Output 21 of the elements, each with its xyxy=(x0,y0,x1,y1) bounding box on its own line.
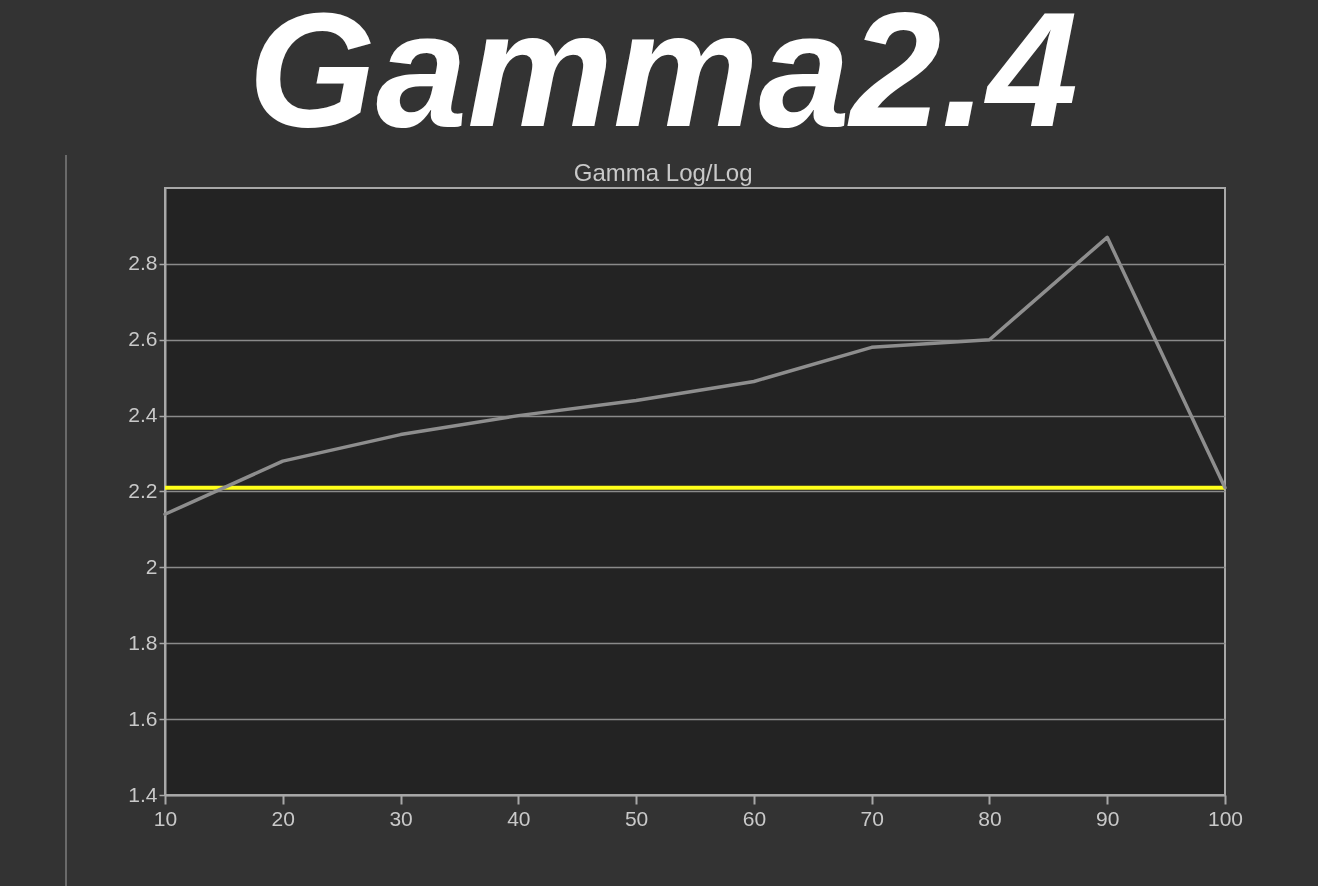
x-tick-label: 20 xyxy=(271,806,295,830)
x-tick-label: 80 xyxy=(978,806,1002,830)
line-series xyxy=(163,235,1227,517)
y-tick-label: 1.6 xyxy=(128,706,158,730)
x-tick-label: 10 xyxy=(153,806,178,830)
x-tick-label: 90 xyxy=(1096,806,1120,830)
x-tick-label: 40 xyxy=(507,806,531,830)
y-tick-label: 1.4 xyxy=(128,782,158,806)
y-tick-label: 2.8 xyxy=(128,251,158,275)
x-tick-label: 70 xyxy=(860,806,884,830)
y-tick-label: 1.8 xyxy=(128,630,158,654)
chart-title: Gamma2.4 xyxy=(248,0,1078,161)
y-tick-label: 2 xyxy=(145,554,158,578)
x-tick-label: 30 xyxy=(389,806,413,830)
y-tick-label: 2.4 xyxy=(128,403,158,427)
x-tick-label: 50 xyxy=(624,806,649,830)
y-tick-label: 2.6 xyxy=(128,327,158,351)
y-tick-label: 2.2 xyxy=(128,479,158,502)
x-tick-label: 100 xyxy=(1207,806,1244,830)
x-tick-label: 60 xyxy=(742,806,767,830)
chart-subtitle: Gamma Log/Log xyxy=(573,159,753,186)
